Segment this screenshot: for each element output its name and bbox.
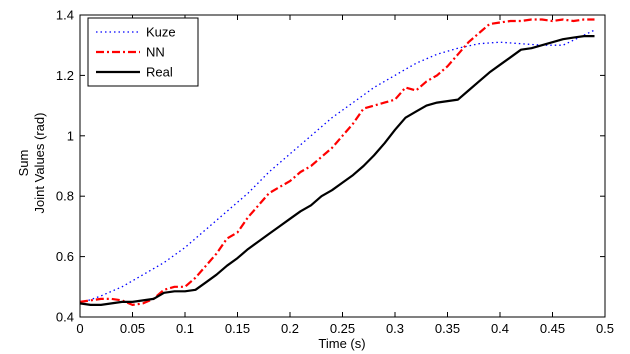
- legend-label-real: Real: [146, 65, 173, 80]
- x-tick-label: 0.2: [281, 321, 299, 336]
- legend-label-nn: NN: [146, 45, 165, 60]
- legend-box: [87, 17, 199, 87]
- x-axis-label: Time (s): [318, 336, 365, 351]
- y-tick-label: 0.6: [56, 249, 74, 264]
- series-line-real: [79, 34, 595, 306]
- x-tick-label: 0.45: [540, 321, 565, 336]
- series-line-kuze: [79, 29, 595, 305]
- y-tick-label: 0.4: [56, 310, 74, 325]
- x-tick-label: 0.3: [386, 321, 404, 336]
- x-tick-label: 0.1: [176, 321, 194, 336]
- y-tick-label: 0.8: [56, 189, 74, 204]
- y-axis-label-line-2: Joint Values (rad): [32, 113, 47, 214]
- y-axis-label: Sum Joint Values (rad): [16, 113, 47, 214]
- y-tick-label: 1.2: [56, 68, 74, 83]
- x-tick-label: 0.35: [435, 321, 460, 336]
- x-tick-label: 0.4: [491, 321, 509, 336]
- series-line-nn: [79, 18, 595, 306]
- x-tick-label: 0.25: [330, 321, 355, 336]
- y-tick-label: 1: [67, 128, 74, 143]
- plot-area: 0 0.05 0.1 0.15 0.2 0.25 0.3 0.35 0.4 0.45 0.5 0.4 0…: [56, 8, 614, 337]
- legend-label-kuze: Kuze: [146, 25, 176, 40]
- x-tick-label: 0.5: [596, 321, 614, 336]
- x-tick-label: 0: [76, 321, 83, 336]
- x-tick-label: 0.05: [120, 321, 145, 336]
- y-axis-label-line-1: Sum: [16, 150, 31, 177]
- legend: Kuze NN Real: [87, 17, 199, 87]
- x-tick-label: 0.15: [225, 321, 250, 336]
- y-tick-label: 1.4: [56, 8, 74, 23]
